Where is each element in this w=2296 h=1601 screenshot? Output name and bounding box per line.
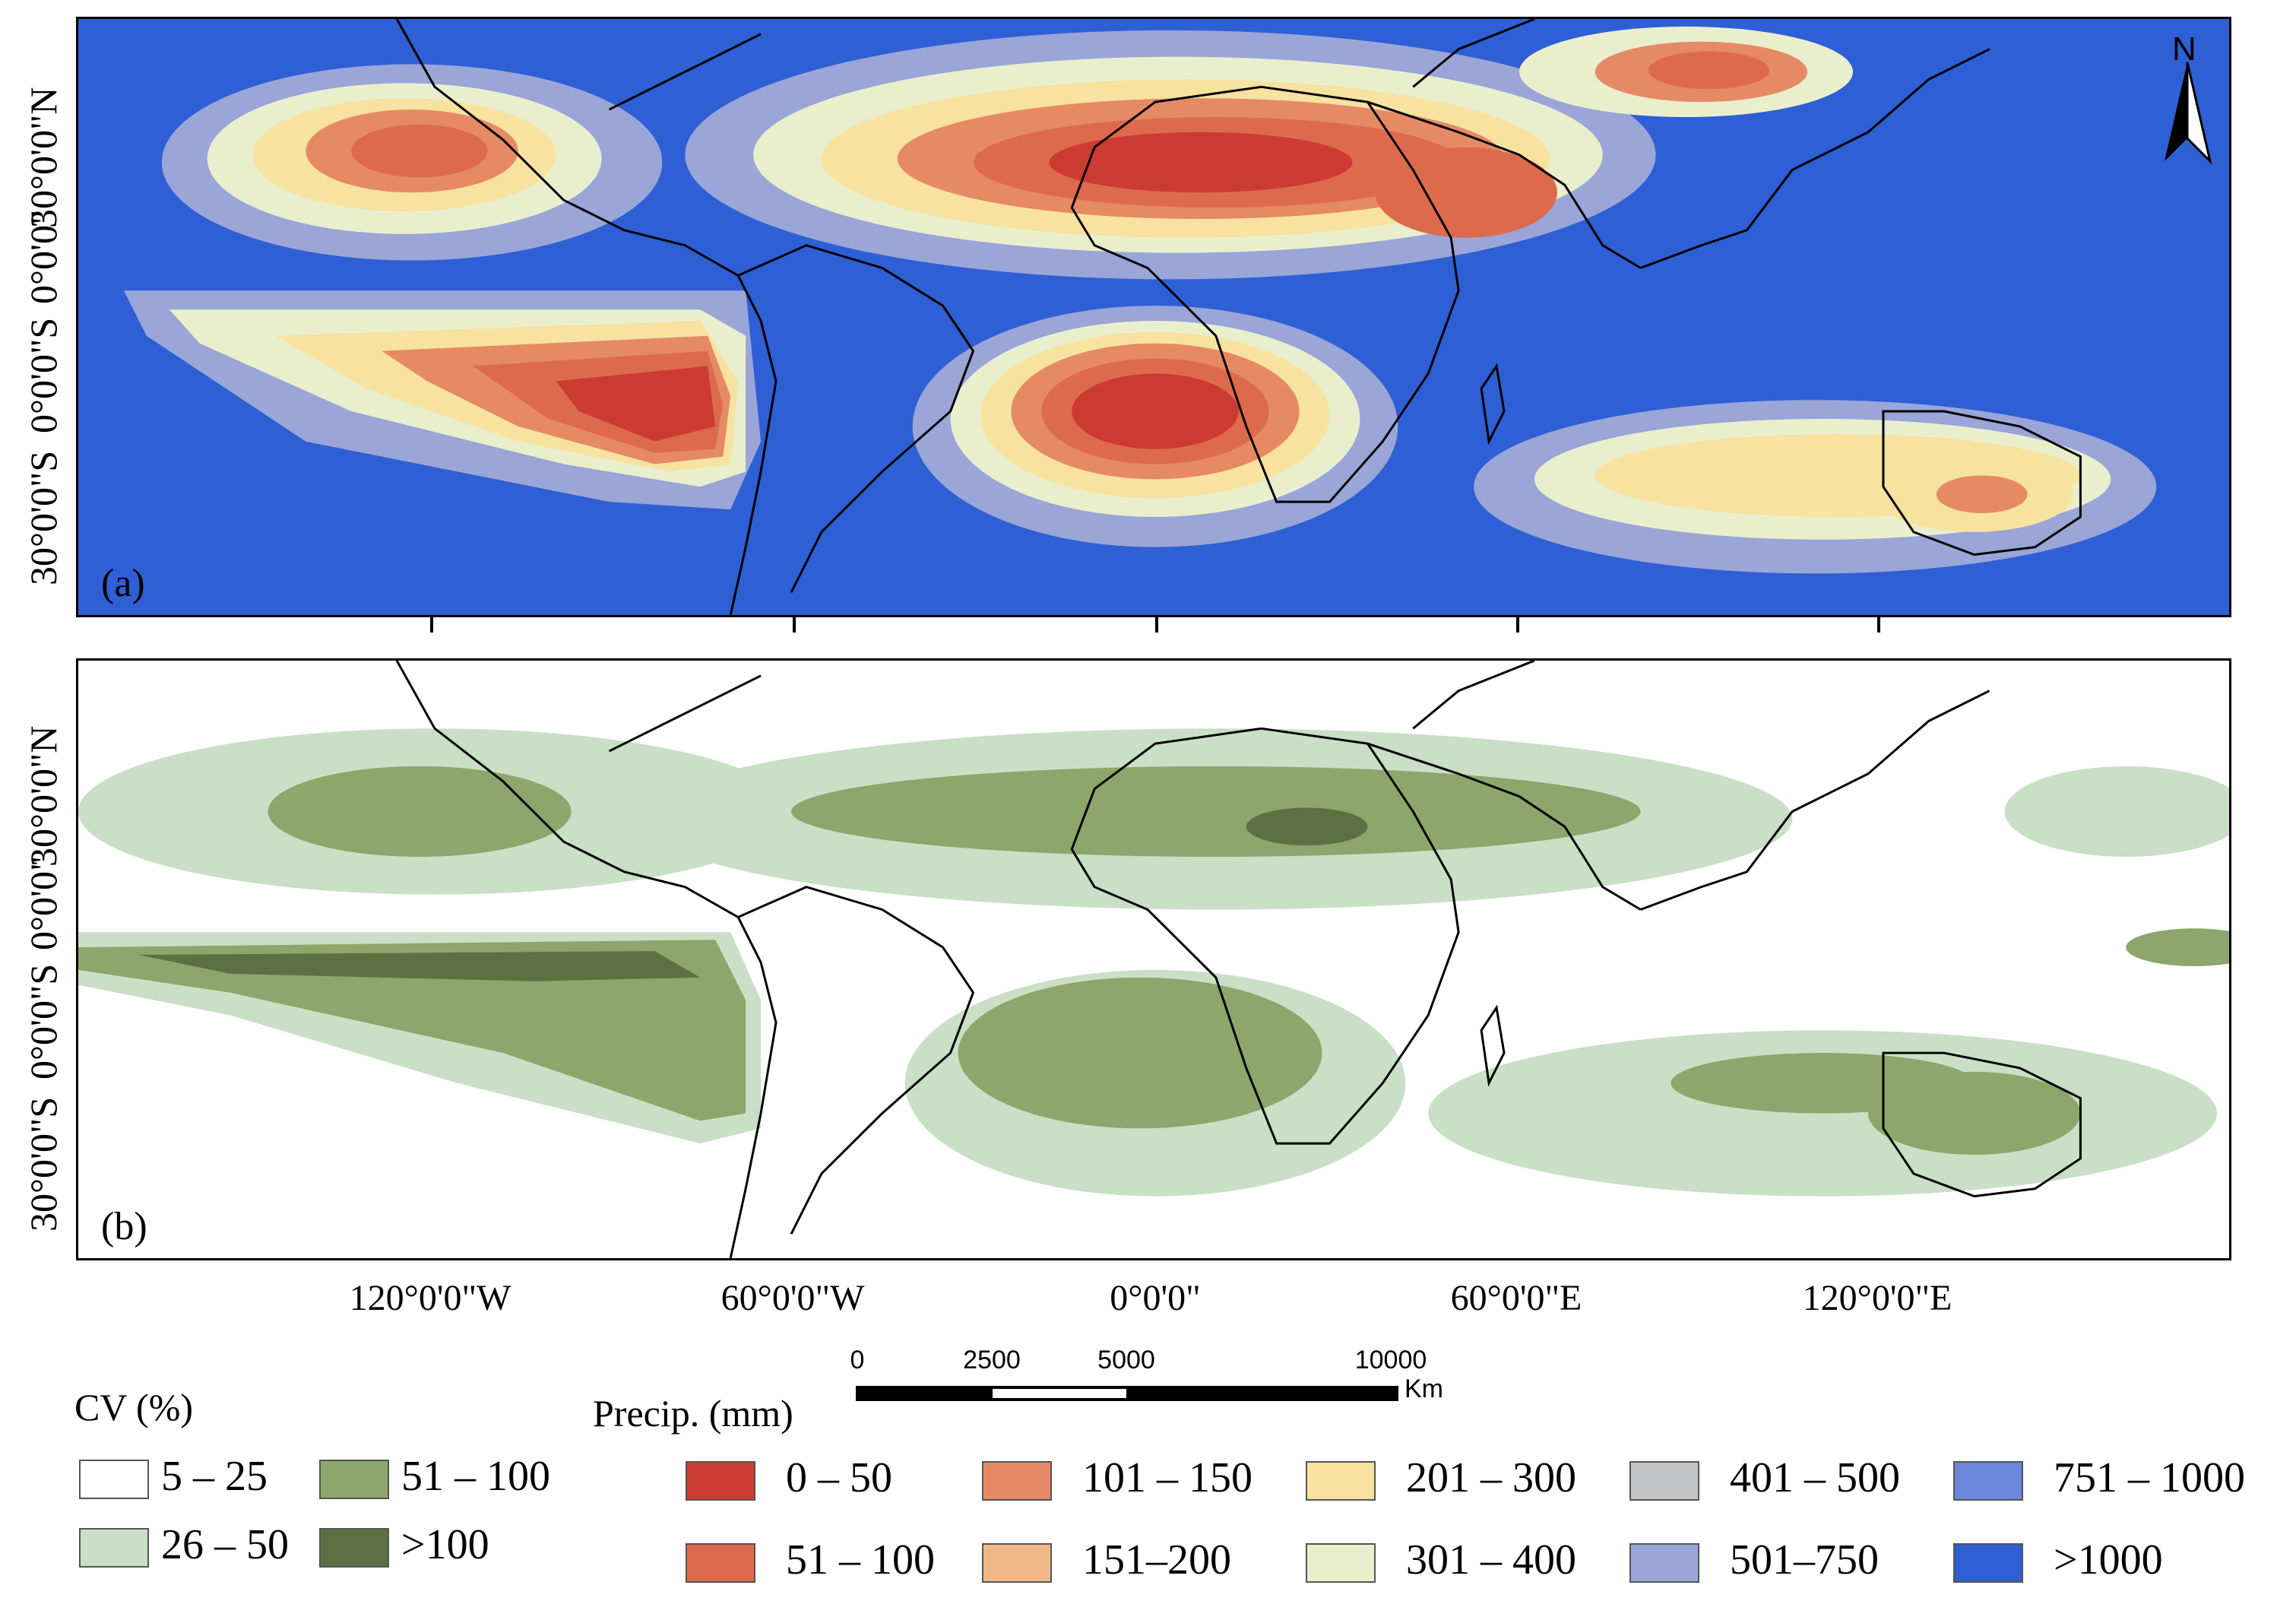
precip-legend-label: 101 – 150 xyxy=(1082,1454,1253,1501)
cv-legend-swatch xyxy=(79,1528,149,1568)
cv-zone-north-pacific xyxy=(78,728,792,895)
precip-legend-label: >1000 xyxy=(2054,1536,2163,1584)
scale-unit: Km xyxy=(1405,1374,1443,1403)
dry-zone-sahara-arabia xyxy=(685,30,1656,280)
precip-legend-title: Precip. (mm) xyxy=(593,1392,793,1435)
precip-legend-swatch xyxy=(1306,1543,1376,1583)
precip-legend-label: 0 – 50 xyxy=(786,1454,892,1501)
scale-tick-label: 5000 xyxy=(1097,1346,1155,1374)
cv-map-panel: (b) xyxy=(76,658,2231,1260)
lat-label: 0°0'0"S xyxy=(22,317,65,433)
lon-label: 60°0'0"W xyxy=(720,1278,865,1318)
panel-a-label: (a) xyxy=(101,562,145,605)
lon-label: 60°0'0"E xyxy=(1450,1278,1582,1318)
lon-label: 120°0'0"E xyxy=(1802,1278,1952,1318)
precip-legend-label: 751 – 1000 xyxy=(2054,1454,2245,1501)
scale-bar-segment xyxy=(993,1389,1126,1398)
precip-legend-swatch xyxy=(686,1461,755,1501)
cv-zone-south-atlantic xyxy=(904,969,1406,1197)
precip-legend-label: 201 – 300 xyxy=(1406,1454,1576,1501)
dry-zone-central-asia xyxy=(1519,26,1854,118)
lon-tick xyxy=(1155,617,1158,632)
lon-tick xyxy=(1516,617,1519,632)
scale-tick-label: 2500 xyxy=(963,1346,1021,1374)
precip-legend-swatch xyxy=(982,1461,1052,1501)
dry-zone-south-atlantic xyxy=(912,306,1398,547)
cv-zone-west-pacific xyxy=(2004,766,2229,966)
cv-legend-label: >100 xyxy=(401,1521,489,1568)
cv-legend-swatch xyxy=(319,1460,389,1499)
cv-legend-swatch xyxy=(319,1528,389,1568)
precip-legend-label: 151–200 xyxy=(1082,1536,1231,1584)
precip-legend-swatch xyxy=(1629,1543,1699,1583)
north-arrow-letter: N xyxy=(2172,30,2196,68)
precip-legend-label: 51 – 100 xyxy=(786,1536,935,1584)
cv-zone-south-indian xyxy=(1428,1030,2218,1197)
lat-label: 30°0'0"N xyxy=(22,725,65,867)
lat-label: 0°0'0"S xyxy=(22,963,65,1079)
coastlines xyxy=(395,19,2082,615)
cv-legend-label: 26 – 50 xyxy=(161,1521,289,1568)
cv-legend-title: CV (%) xyxy=(74,1386,194,1428)
lon-tick xyxy=(1877,617,1880,632)
dry-zone-indian-ocean-australia xyxy=(1474,400,2157,574)
lat-label: 0°0'0" xyxy=(22,209,65,304)
cv-zone-east-pacific xyxy=(78,932,762,1144)
lat-label: 30°0'0"N xyxy=(22,87,65,228)
cv-map xyxy=(78,661,2229,1258)
scale-bar xyxy=(856,1386,1398,1401)
coastlines xyxy=(395,661,2082,1258)
lon-tick xyxy=(793,617,796,632)
precip-legend-label: 501–750 xyxy=(1730,1536,1879,1584)
precip-legend-swatch xyxy=(1629,1461,1699,1501)
lat-label: 0°0'0" xyxy=(22,855,65,950)
precip-legend-swatch xyxy=(686,1543,755,1583)
panel-b-label: (b) xyxy=(101,1205,147,1248)
north-arrow-icon xyxy=(2165,62,2212,165)
cv-legend-swatch xyxy=(79,1460,149,1499)
cv-zone-north-africa xyxy=(639,728,1793,910)
lon-label: 0°0'0" xyxy=(1110,1278,1201,1318)
precip-legend-swatch xyxy=(1953,1461,2023,1501)
lon-tick xyxy=(430,617,433,632)
lat-label: 30°0'0"S xyxy=(22,450,65,585)
dry-zone-south-east-pacific xyxy=(123,290,762,510)
precip-legend-swatch xyxy=(1306,1461,1376,1501)
cv-legend-label: 51 – 100 xyxy=(401,1453,550,1500)
precip-legend-label: 301 – 400 xyxy=(1406,1536,1576,1584)
precip-legend-swatch xyxy=(1953,1543,2023,1583)
dry-zone-north-pacific xyxy=(161,64,663,261)
lat-label: 30°0'0"S xyxy=(22,1096,65,1232)
scale-tick-label: 0 xyxy=(850,1346,865,1374)
precipitation-map xyxy=(78,19,2229,615)
precip-legend-label: 401 – 500 xyxy=(1730,1454,1900,1501)
precip-legend-swatch xyxy=(982,1543,1052,1583)
precipitation-map-panel: (a) xyxy=(76,17,2231,617)
scale-tick-label: 10000 xyxy=(1354,1346,1427,1374)
lon-label: 120°0'0"W xyxy=(349,1278,511,1318)
cv-legend-label: 5 – 25 xyxy=(161,1453,268,1500)
